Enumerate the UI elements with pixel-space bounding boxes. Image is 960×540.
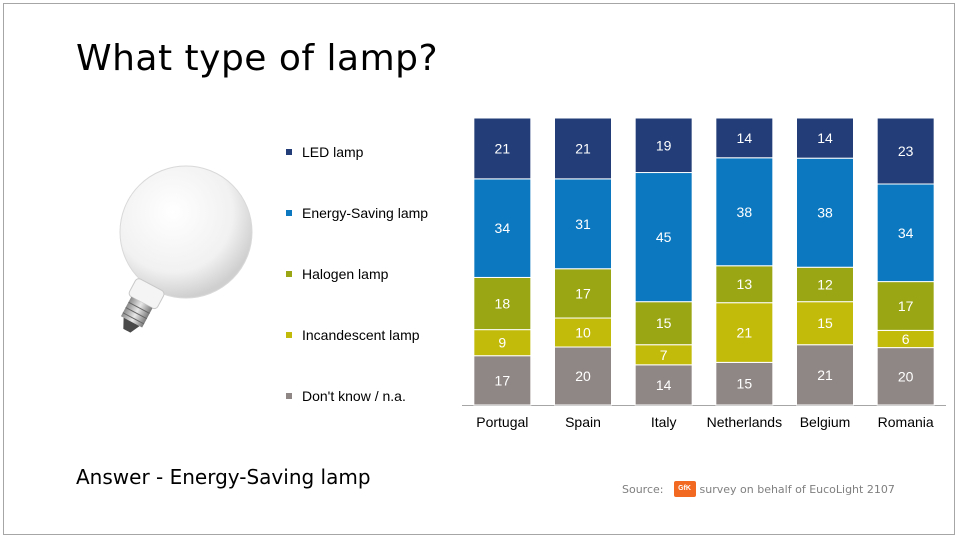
bar-segment: [634, 301, 693, 346]
data-label: 15: [656, 315, 672, 331]
bar-segment: [634, 172, 693, 303]
legend-label-incandescent: Incandescent lamp: [302, 327, 420, 343]
slide-title: What type of lamp?: [76, 38, 439, 79]
bar-segment: [876, 281, 935, 331]
data-label: 21: [817, 367, 833, 383]
category-label: Netherlands: [707, 414, 783, 430]
data-label: 17: [495, 372, 511, 388]
data-label: 15: [737, 376, 753, 392]
source-text: survey on behalf of EucoLight 2107: [699, 482, 895, 496]
data-label: 20: [898, 368, 914, 384]
legend-label-energy-saving: Energy-Saving lamp: [302, 205, 429, 221]
legend-swatch-energy-saving: [286, 210, 292, 216]
data-label: 17: [575, 285, 591, 301]
category-label: Spain: [565, 414, 601, 430]
data-label: 34: [495, 220, 511, 236]
bar-segment: [715, 157, 774, 267]
data-label: 38: [737, 204, 753, 220]
legend-item-halogen: Halogen lamp: [286, 264, 388, 284]
data-label: 45: [656, 229, 672, 245]
bar-segment: [554, 346, 612, 406]
legend-swatch-halogen: [286, 271, 292, 277]
data-label: 18: [495, 296, 511, 312]
data-label: 21: [737, 325, 753, 341]
source-note: Source: GfK survey on behalf of EucoLigh…: [622, 481, 895, 497]
data-label: 13: [737, 276, 753, 292]
data-label: 21: [575, 140, 591, 156]
data-label: 34: [898, 225, 914, 241]
legend-item-energy-saving: Energy-Saving lamp: [286, 203, 428, 223]
data-label: 9: [498, 335, 506, 351]
bar-segment: [554, 117, 612, 180]
bar-segment: [473, 117, 532, 180]
legend-item-dont-know: Don't know / n.a.: [286, 386, 406, 406]
data-label: 38: [817, 205, 833, 221]
bar-segment: [796, 344, 854, 406]
data-label: 14: [817, 130, 833, 146]
bar-segment: [554, 268, 612, 319]
legend-label-dont-know: Don't know / n.a.: [302, 388, 406, 404]
bar-segment: [876, 183, 935, 283]
data-label: 20: [575, 368, 591, 384]
category-label: Italy: [651, 414, 677, 430]
data-label: 21: [495, 140, 511, 156]
data-label: 10: [575, 325, 591, 341]
bar-segment: [473, 329, 532, 357]
data-label: 6: [902, 331, 910, 347]
category-label: Romania: [878, 414, 934, 430]
bar-segment: [876, 347, 935, 406]
bar-segment: [473, 355, 532, 406]
bar-segment: [796, 266, 854, 303]
bar-segment: [715, 265, 774, 304]
legend-swatch-led: [286, 149, 292, 155]
bar-segment: [715, 302, 774, 363]
legend-swatch-dont-know: [286, 393, 292, 399]
bar-segment: [715, 361, 774, 406]
legend-item-incandescent: Incandescent lamp: [286, 325, 420, 345]
bar-segment: [715, 117, 774, 159]
data-label: 31: [575, 216, 591, 232]
bar-segment: [554, 317, 612, 348]
bar-segment: [554, 178, 612, 270]
data-label: 14: [737, 130, 753, 146]
data-label: 19: [656, 137, 672, 153]
data-label: 7: [660, 347, 668, 363]
legend-label-halogen: Halogen lamp: [302, 266, 389, 282]
data-label: 23: [898, 143, 914, 159]
data-label: 17: [898, 298, 914, 314]
bar-segment: [796, 157, 854, 268]
lightbulb-image: [119, 165, 253, 333]
legend-item-led: LED lamp: [286, 142, 363, 162]
legend-label-led: LED lamp: [302, 144, 364, 160]
bar-segment: [473, 178, 532, 278]
data-label: 15: [817, 315, 833, 331]
category-label: Portugal: [476, 414, 528, 430]
legend-swatch-incandescent: [286, 332, 292, 338]
gfk-logo: GfK: [673, 481, 696, 497]
bar-segment: [634, 364, 693, 406]
bar-segment: [796, 117, 854, 159]
data-label: 14: [656, 377, 672, 393]
category-label: Belgium: [800, 414, 851, 430]
bar-segment: [634, 117, 693, 174]
source-prefix: Source:: [622, 482, 664, 496]
bar-segment: [876, 117, 935, 185]
answer-text: Answer - Energy-Saving lamp: [76, 465, 371, 489]
data-label: 12: [817, 276, 833, 292]
